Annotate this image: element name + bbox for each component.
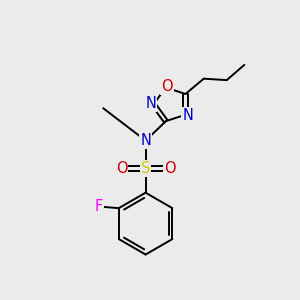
- Text: S: S: [141, 161, 150, 176]
- Text: F: F: [95, 199, 103, 214]
- Text: N: N: [182, 108, 193, 123]
- Text: O: O: [164, 161, 176, 176]
- Text: O: O: [161, 79, 173, 94]
- Text: N: N: [145, 96, 156, 111]
- Text: O: O: [116, 161, 127, 176]
- Text: N: N: [140, 133, 151, 148]
